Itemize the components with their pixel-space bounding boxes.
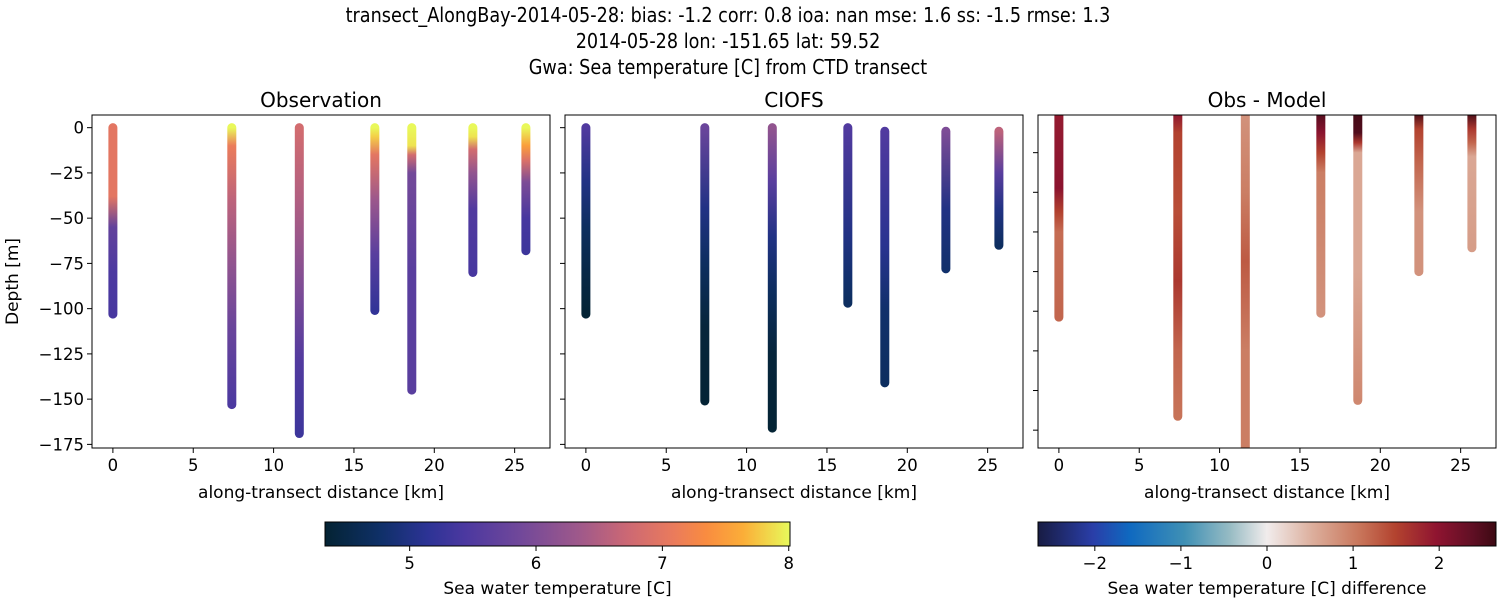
axes-frame: [564, 114, 1024, 449]
y-tick-label: −50: [49, 209, 84, 228]
colorbar-tick-label: −1: [1169, 554, 1193, 573]
panel-title: Observation: [260, 88, 382, 112]
colorbar-label: Sea water temperature [C]: [443, 579, 671, 599]
x-tick-label: 5: [1134, 456, 1145, 475]
colorbar-2: −2 −1 0 1 2 Sea water temperature [C] differe…: [1037, 521, 1497, 599]
x-tick-label: 20: [1370, 456, 1391, 475]
panel-1: 0 5 10 15 20 25 0 −25 −50 −75 −100 −125 −150 −175 Obse…: [3, 88, 551, 503]
colorbar-tick-label: 8: [783, 554, 794, 573]
colorbar-tick-label: 1: [1348, 554, 1359, 573]
x-axis-label: along-transect distance [km]: [198, 483, 444, 503]
y-tick-label: −75: [49, 254, 84, 273]
colorbar-tick-label: 2: [1434, 554, 1445, 573]
y-tick-label: −125: [39, 345, 84, 364]
x-tick-label: 25: [1450, 456, 1471, 475]
casts: [1054, 115, 1477, 448]
x-tick-label: 10: [1209, 456, 1230, 475]
x-tick-label: 5: [188, 456, 199, 475]
x-tick-label: 0: [1054, 456, 1065, 475]
y-tick-label: −25: [49, 164, 84, 183]
colorbar-tick-label: 5: [404, 554, 415, 573]
suptitle-line-1: transect_AlongBay-2014-05-28: bias: -1.2…: [346, 3, 1111, 28]
y-tick-label: 0: [74, 119, 85, 138]
colorbar-tick-label: −2: [1083, 554, 1107, 573]
x-tick-label: 15: [1289, 456, 1310, 475]
colorbar-tick-label: 7: [657, 554, 668, 573]
colorbar-label: Sea water temperature [C] difference: [1107, 579, 1426, 599]
suptitle-line-2: 2014-05-28 lon: -151.65 lat: 59.52: [576, 29, 881, 54]
x-tick-label: 10: [736, 456, 757, 475]
casts: [108, 123, 531, 439]
colorbar-1: 5 6 7 8 Sea water temperature [C]: [324, 521, 794, 599]
x-tick-label: 0: [108, 456, 119, 475]
axes-frame: [1037, 114, 1497, 449]
x-axis-label: along-transect distance [km]: [1144, 483, 1390, 503]
axes-frame: [91, 114, 551, 449]
colorbar-tick-label: 0: [1262, 554, 1273, 573]
y-axis-label: Depth [m]: [3, 238, 23, 325]
panel-title: CIOFS: [764, 88, 823, 112]
y-tick-label: −150: [39, 390, 84, 409]
x-tick-label: 15: [343, 456, 364, 475]
x-tick-label: 10: [263, 456, 284, 475]
x-tick-label: 25: [977, 456, 998, 475]
panel-3: 0 5 10 15 20 25 Obs - Model along-transect dist…: [1033, 88, 1497, 503]
casts: [581, 123, 1004, 433]
y-tick-label: −100: [39, 300, 84, 319]
x-tick-label: 15: [816, 456, 837, 475]
panel-2: 0 5 10 15 20 25 CIOFS along-transect distance […: [560, 88, 1024, 503]
y-tick-label: −175: [39, 435, 84, 454]
suptitle-line-3: Gwa: Sea temperature [C] from CTD transe…: [529, 55, 928, 80]
panel-title: Obs - Model: [1208, 88, 1327, 112]
colorbar-ramp: [1037, 521, 1497, 547]
x-axis-label: along-transect distance [km]: [671, 483, 917, 503]
colorbar-ramp: [324, 521, 791, 547]
suptitle: transect_AlongBay-2014-05-28: bias: -1.2…: [346, 3, 1111, 80]
x-tick-label: 25: [504, 456, 525, 475]
x-tick-label: 5: [661, 456, 672, 475]
colorbar-tick-label: 6: [531, 554, 542, 573]
x-tick-label: 0: [581, 456, 592, 475]
x-tick-label: 20: [897, 456, 918, 475]
x-tick-label: 20: [424, 456, 445, 475]
